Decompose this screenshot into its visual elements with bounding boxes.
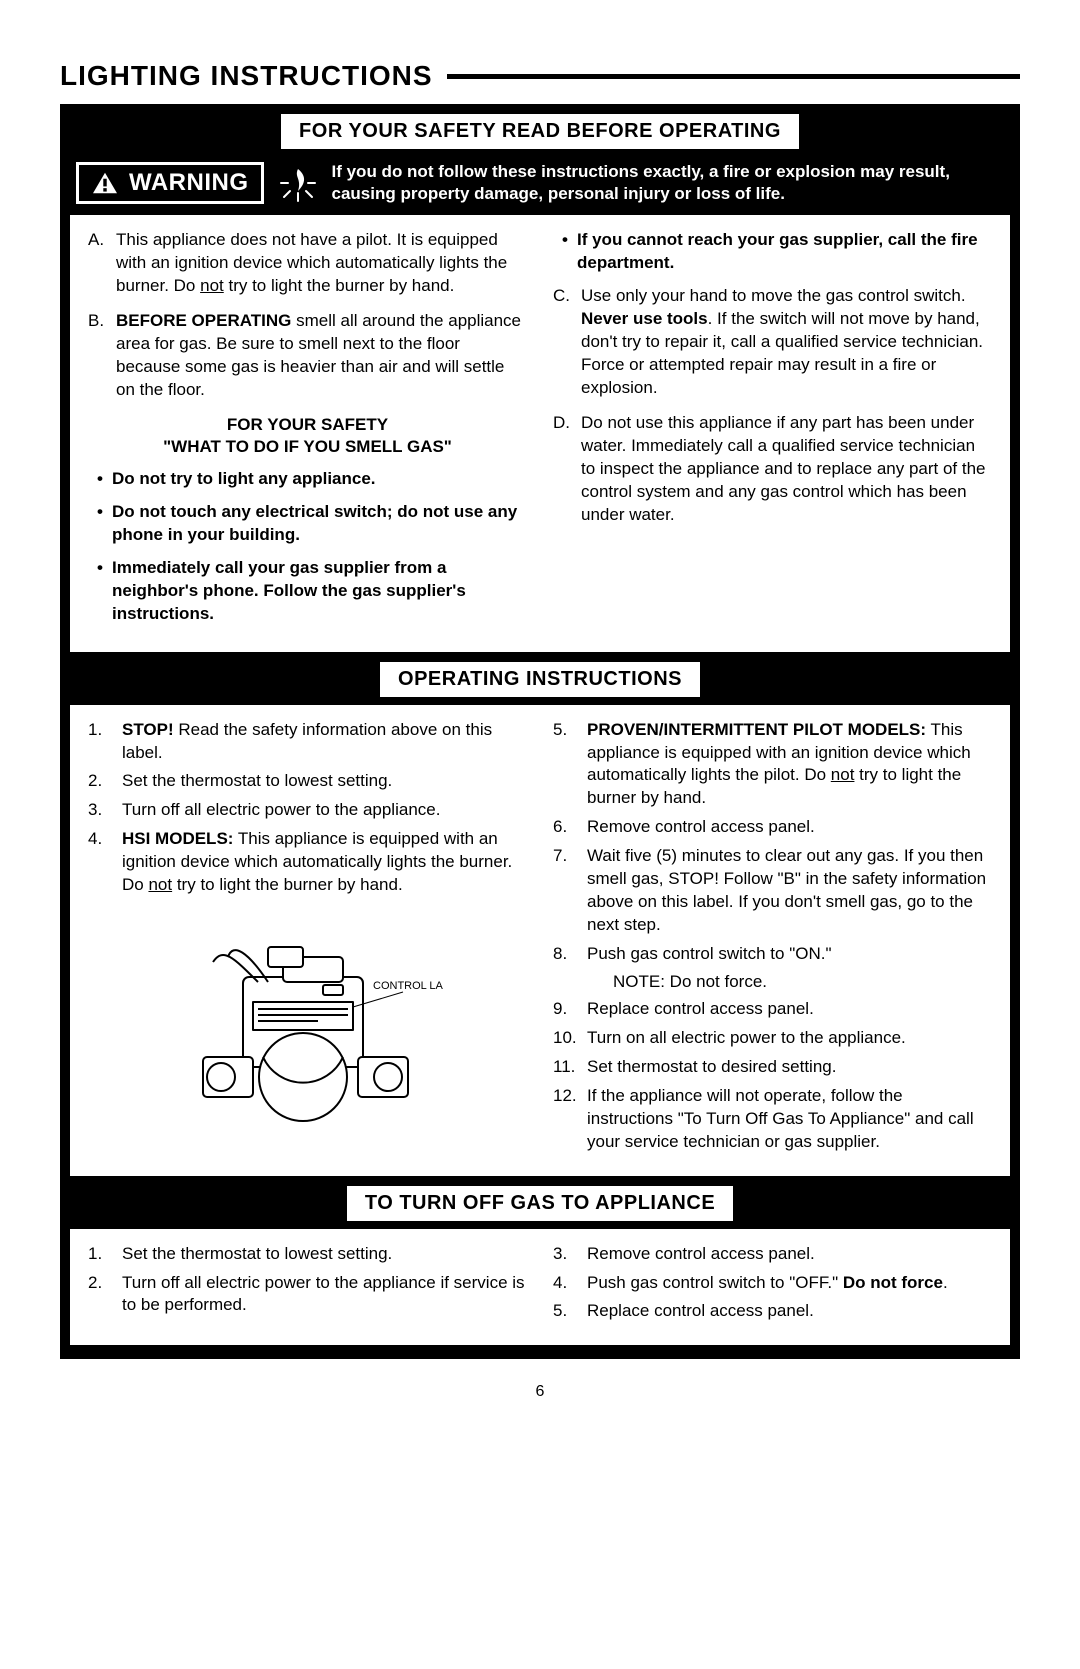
safety-col-right: •If you cannot reach your gas supplier, … (553, 229, 992, 635)
op-3: 3.Turn off all electric power to the app… (88, 799, 527, 822)
text-b: BEFORE OPERATING smell all around the ap… (116, 310, 527, 402)
op-8: 8.Push gas control switch to "ON." (553, 943, 992, 966)
op-6: 6.Remove control access panel. (553, 816, 992, 839)
turnoff-col-left: 1.Set the thermostat to lowest setting. … (88, 1243, 527, 1330)
warning-label: WARNING (129, 169, 249, 197)
gas-valve-icon: CONTROL LABEL (173, 907, 443, 1137)
safety-panel: FOR YOUR SAFETY READ BEFORE OPERATING WA… (60, 104, 1020, 1359)
turnoff-band-wrap: TO TURN OFF GAS TO APPLIANCE (70, 1186, 1010, 1221)
page-title-row: LIGHTING INSTRUCTIONS (60, 60, 1020, 92)
op-note: NOTE: Do not force. (553, 972, 992, 992)
item-a: A. This appliance does not have a pilot.… (88, 229, 527, 298)
op-12: 12.If the appliance will not operate, fo… (553, 1085, 992, 1154)
op-1: 1.STOP! Read the safety information abov… (88, 719, 527, 765)
operating-col-right: 5.PROVEN/INTERMITTENT PILOT MODELS: This… (553, 719, 992, 1160)
to-2: 2.Turn off all electric power to the app… (88, 1272, 527, 1318)
operating-body: 1.STOP! Read the safety information abov… (70, 705, 1010, 1176)
safety-body: A. This appliance does not have a pilot.… (70, 215, 1010, 651)
warning-text: If you do not follow these instructions … (332, 161, 1005, 205)
bullet-3: •Immediately call your gas supplier from… (88, 557, 527, 626)
control-label-callout: CONTROL LABEL (373, 980, 443, 992)
warning-badge: WARNING (76, 162, 264, 204)
title-rule (447, 74, 1020, 79)
marker-b: B. (88, 310, 116, 402)
safety-subheading: FOR YOUR SAFETY "WHAT TO DO IF YOU SMELL… (88, 414, 527, 458)
to-5: 5.Replace control access panel. (553, 1300, 992, 1323)
op-10: 10.Turn on all electric power to the app… (553, 1027, 992, 1050)
page: LIGHTING INSTRUCTIONS FOR YOUR SAFETY RE… (0, 0, 1080, 1441)
op-7: 7.Wait five (5) minutes to clear out any… (553, 845, 992, 937)
operating-band-wrap: OPERATING INSTRUCTIONS (70, 662, 1010, 697)
operating-col-left: 1.STOP! Read the safety information abov… (88, 719, 527, 1160)
op-4: 4.HSI MODELS: This appliance is equipped… (88, 828, 527, 897)
page-number: 6 (60, 1383, 1020, 1401)
op-2: 2.Set the thermostat to lowest setting. (88, 770, 527, 793)
bullet-4: •If you cannot reach your gas supplier, … (553, 229, 992, 275)
text-c: Use only your hand to move the gas contr… (581, 285, 992, 400)
item-c: C. Use only your hand to move the gas co… (553, 285, 992, 400)
op-11: 11.Set thermostat to desired setting. (553, 1056, 992, 1079)
marker-d: D. (553, 412, 581, 527)
turnoff-band: TO TURN OFF GAS TO APPLIANCE (347, 1186, 733, 1221)
safety-col-left: A. This appliance does not have a pilot.… (88, 229, 527, 635)
turnoff-body: 1.Set the thermostat to lowest setting. … (70, 1229, 1010, 1346)
item-b: B. BEFORE OPERATING smell all around the… (88, 310, 527, 402)
item-d: D. Do not use this appliance if any part… (553, 412, 992, 527)
text-a: This appliance does not have a pilot. It… (116, 229, 527, 298)
safety-band-wrap: FOR YOUR SAFETY READ BEFORE OPERATING (70, 114, 1010, 149)
alert-triangle-icon (91, 171, 119, 195)
valve-diagram: CONTROL LABEL (88, 907, 527, 1142)
safety-band: FOR YOUR SAFETY READ BEFORE OPERATING (281, 114, 799, 149)
bullet-1: •Do not try to light any appliance. (88, 468, 527, 491)
to-4: 4.Push gas control switch to "OFF." Do n… (553, 1272, 992, 1295)
turnoff-col-right: 3.Remove control access panel. 4.Push ga… (553, 1243, 992, 1330)
op-5: 5.PROVEN/INTERMITTENT PILOT MODELS: This… (553, 719, 992, 811)
op-9: 9.Replace control access panel. (553, 998, 992, 1021)
marker-a: A. (88, 229, 116, 298)
marker-c: C. (553, 285, 581, 400)
to-1: 1.Set the thermostat to lowest setting. (88, 1243, 527, 1266)
bullet-2: •Do not touch any electrical switch; do … (88, 501, 527, 547)
warning-row: WARNING If you do not follow these instr… (70, 157, 1010, 215)
page-title: LIGHTING INSTRUCTIONS (60, 60, 433, 92)
to-3: 3.Remove control access panel. (553, 1243, 992, 1266)
operating-band: OPERATING INSTRUCTIONS (380, 662, 700, 697)
sub1: FOR YOUR SAFETY (88, 414, 527, 436)
flame-icon (278, 163, 318, 203)
sub2: "WHAT TO DO IF YOU SMELL GAS" (88, 436, 527, 458)
text-d: Do not use this appliance if any part ha… (581, 412, 992, 527)
